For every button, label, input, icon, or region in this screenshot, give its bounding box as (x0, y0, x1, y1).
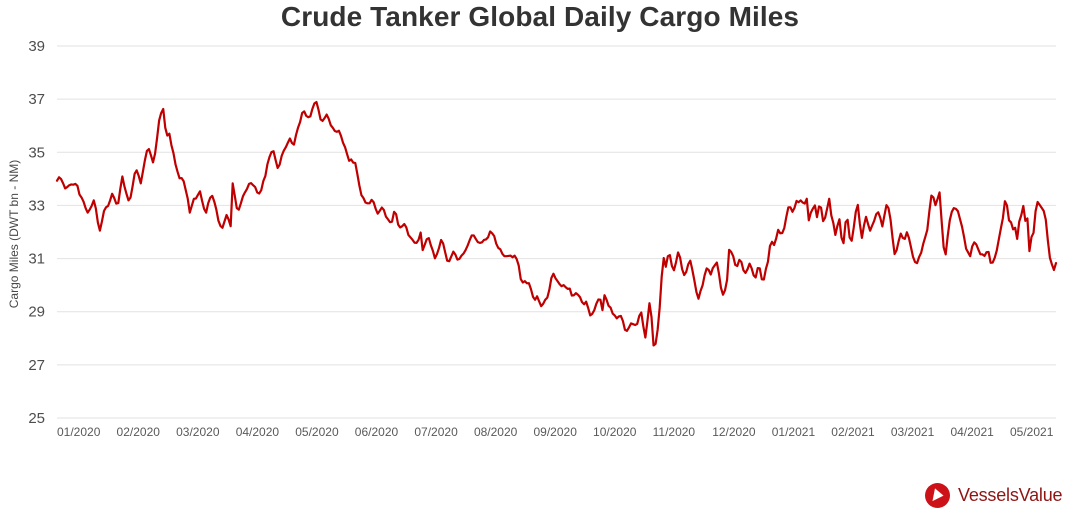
svg-text:10/2020: 10/2020 (593, 425, 637, 439)
svg-text:07/2020: 07/2020 (414, 425, 458, 439)
svg-text:04/2020: 04/2020 (236, 425, 280, 439)
svg-text:02/2020: 02/2020 (117, 425, 161, 439)
svg-text:01/2021: 01/2021 (772, 425, 816, 439)
svg-text:33: 33 (28, 197, 45, 214)
svg-text:29: 29 (28, 304, 45, 321)
svg-text:06/2020: 06/2020 (355, 425, 399, 439)
svg-text:35: 35 (28, 144, 45, 161)
svg-text:25: 25 (28, 410, 45, 427)
svg-text:05/2020: 05/2020 (295, 425, 339, 439)
svg-text:05/2021: 05/2021 (1010, 425, 1054, 439)
svg-text:11/2020: 11/2020 (653, 425, 696, 439)
svg-text:08/2020: 08/2020 (474, 425, 518, 439)
svg-text:27: 27 (28, 357, 45, 374)
svg-text:31: 31 (28, 251, 45, 268)
svg-text:12/2020: 12/2020 (712, 425, 756, 439)
svg-text:04/2021: 04/2021 (950, 425, 994, 439)
svg-text:39: 39 (28, 38, 45, 55)
svg-text:03/2021: 03/2021 (891, 425, 935, 439)
svg-text:01/2020: 01/2020 (57, 425, 101, 439)
svg-text:37: 37 (28, 91, 45, 108)
svg-text:03/2020: 03/2020 (176, 425, 220, 439)
svg-text:02/2021: 02/2021 (831, 425, 875, 439)
svg-text:09/2020: 09/2020 (534, 425, 578, 439)
